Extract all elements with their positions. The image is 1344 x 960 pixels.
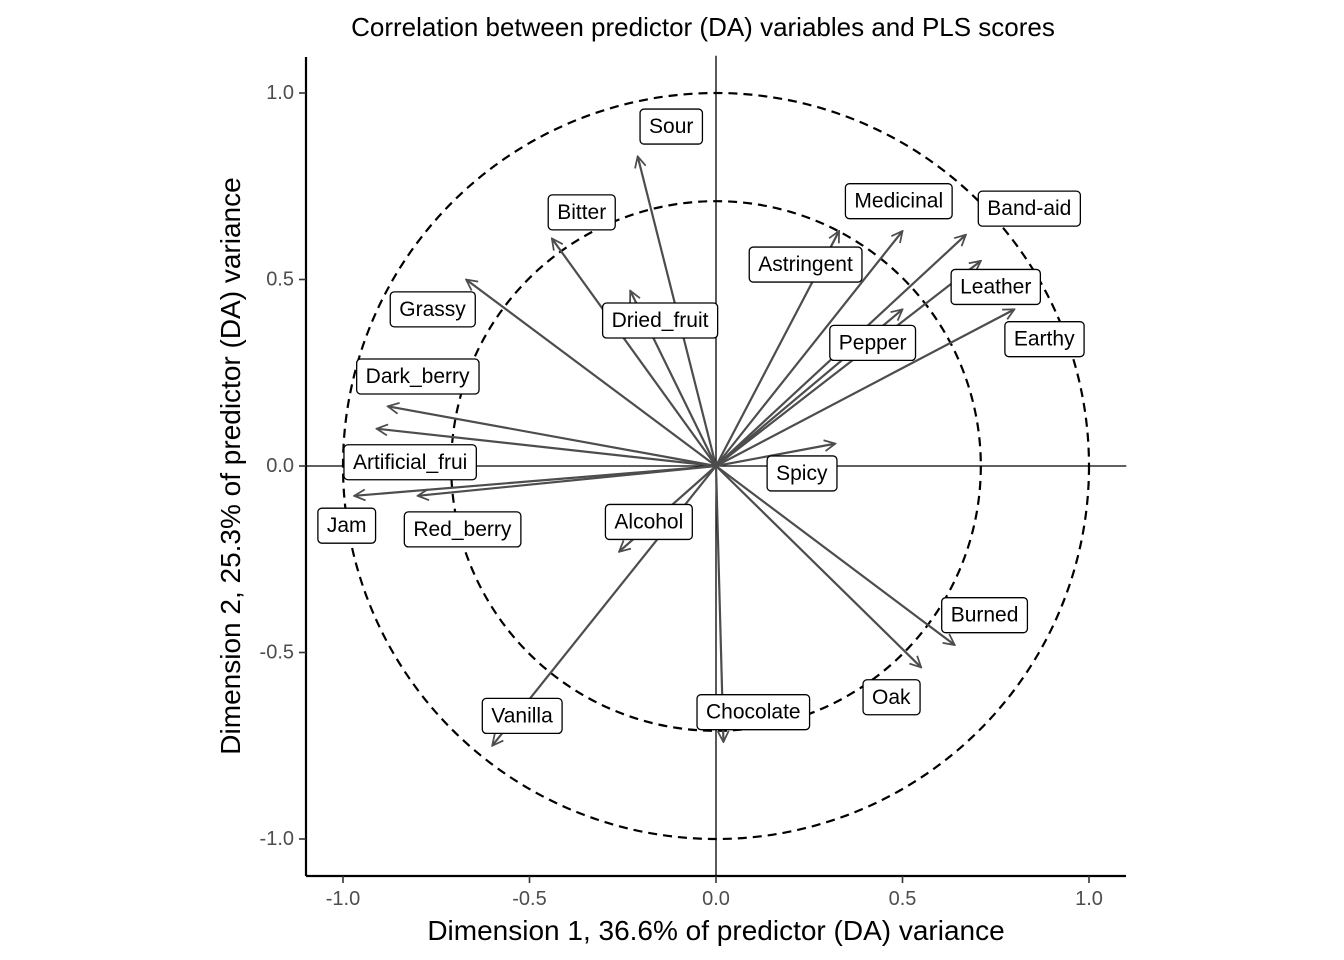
variable-label-alcohol: Alcohol <box>604 503 693 541</box>
x-tick-label: 0.0 <box>702 888 730 910</box>
label-box-leather <box>950 268 1042 306</box>
y-tick-label: 1.0 <box>266 82 294 104</box>
arrow-oak <box>715 465 921 667</box>
arrow-medicinal <box>715 231 903 467</box>
label-text-alcohol: Alcohol <box>614 510 683 533</box>
x-tick-label: -1.0 <box>326 888 360 910</box>
variable-label-earthy: Earthy <box>1004 321 1085 358</box>
label-text-earthy: Earthy <box>1014 328 1075 351</box>
x-tick-label: 1.0 <box>1075 888 1103 910</box>
label-text-red-berry: Red_berry <box>413 518 512 541</box>
label-text-artificial-frui: Artificial_frui <box>353 451 467 474</box>
label-box-red-berry <box>403 511 522 548</box>
variable-label-astringent: Astringent <box>748 246 863 283</box>
arrow-dark-berry <box>388 406 717 468</box>
variable-label-artificial-frui: Artificial_frui <box>343 444 477 481</box>
variable-label-dark-berry: Dark_berry <box>356 358 480 395</box>
label-box-bitter <box>547 194 616 231</box>
y-tick-label: -1.0 <box>260 828 294 850</box>
variable-label-pepper: Pepper <box>829 324 917 362</box>
label-box-dried-fruit <box>601 302 719 339</box>
label-box-artificial-frui <box>343 444 477 481</box>
variable-label-red-berry: Red_berry <box>403 511 522 548</box>
label-box-alcohol <box>604 503 693 541</box>
label-box-grassy <box>389 291 476 328</box>
y-tick-label: -0.5 <box>260 642 294 664</box>
arrow-bitter <box>552 238 717 467</box>
variable-label-bitter: Bitter <box>547 194 616 231</box>
label-text-chocolate: Chocolate <box>706 701 801 724</box>
arrow-artificial-frui <box>377 429 717 468</box>
label-box-jam <box>317 507 377 544</box>
label-text-jam: Jam <box>327 514 367 537</box>
label-box-earthy <box>1004 321 1085 358</box>
label-text-spicy: Spicy <box>776 462 828 485</box>
label-box-spicy <box>766 455 838 492</box>
arrow-spicy <box>715 444 835 468</box>
arrow-red-berry <box>418 464 717 496</box>
variable-label-vanilla: Vanilla <box>481 697 563 735</box>
outer-circle <box>341 91 1091 841</box>
variable-label-grassy: Grassy <box>389 291 476 328</box>
label-box-medicinal <box>844 183 953 220</box>
variable-label-dried-fruit: Dried_fruit <box>601 302 719 339</box>
label-box-pepper <box>829 324 917 362</box>
variable-label-burned: Burned <box>941 597 1029 634</box>
label-text-bitter: Bitter <box>557 201 606 224</box>
plot-area: Sour Bitter Medicinal Band-aid Astringent Lea… <box>260 55 1127 910</box>
variable-label-chocolate: Chocolate <box>696 694 811 731</box>
label-box-sour <box>639 108 704 145</box>
label-text-sour: Sour <box>649 115 693 138</box>
label-box-chocolate <box>696 694 811 731</box>
arrow-burned <box>715 465 955 645</box>
label-text-astringent: Astringent <box>758 253 853 276</box>
x-tick-label: -0.5 <box>512 888 546 910</box>
label-box-burned <box>941 597 1029 634</box>
label-text-grassy: Grassy <box>399 298 466 321</box>
label-box-dark-berry <box>356 358 480 395</box>
label-text-medicinal: Medicinal <box>854 190 943 213</box>
chart-title: Correlation between predictor (DA) varia… <box>351 12 1055 42</box>
label-text-pepper: Pepper <box>839 331 907 354</box>
label-text-band-aid: Band-aid <box>987 197 1071 220</box>
arrow-earthy <box>715 308 1014 467</box>
variable-label-oak: Oak <box>862 679 921 716</box>
y-axis-title: Dimension 2, 25.3% of predictor (DA) var… <box>215 177 246 754</box>
label-text-dark-berry: Dark_berry <box>366 365 470 388</box>
variable-label-sour: Sour <box>639 108 704 145</box>
x-tick-label: 0.5 <box>889 888 917 910</box>
label-box-vanilla <box>481 697 563 735</box>
label-text-vanilla: Vanilla <box>491 704 553 727</box>
variable-label-band-aid: Band-aid <box>977 190 1082 227</box>
label-text-oak: Oak <box>872 686 911 709</box>
label-text-dried-fruit: Dried_fruit <box>612 309 709 332</box>
label-text-burned: Burned <box>951 604 1019 627</box>
label-box-band-aid <box>977 190 1082 227</box>
variable-label-leather: Leather <box>950 268 1042 306</box>
variable-label-jam: Jam <box>317 507 377 544</box>
arrow-leather <box>715 261 981 467</box>
label-text-leather: Leather <box>960 275 1031 298</box>
label-box-astringent <box>748 246 863 283</box>
variable-label-spicy: Spicy <box>766 455 838 492</box>
arrow-grassy <box>466 280 717 467</box>
x-axis-title: Dimension 1, 36.6% of predictor (DA) var… <box>427 915 1004 946</box>
y-tick-label: 0.0 <box>266 455 294 477</box>
variable-label-medicinal: Medicinal <box>844 183 953 220</box>
label-box-oak <box>862 679 921 716</box>
y-tick-label: 0.5 <box>266 269 294 291</box>
